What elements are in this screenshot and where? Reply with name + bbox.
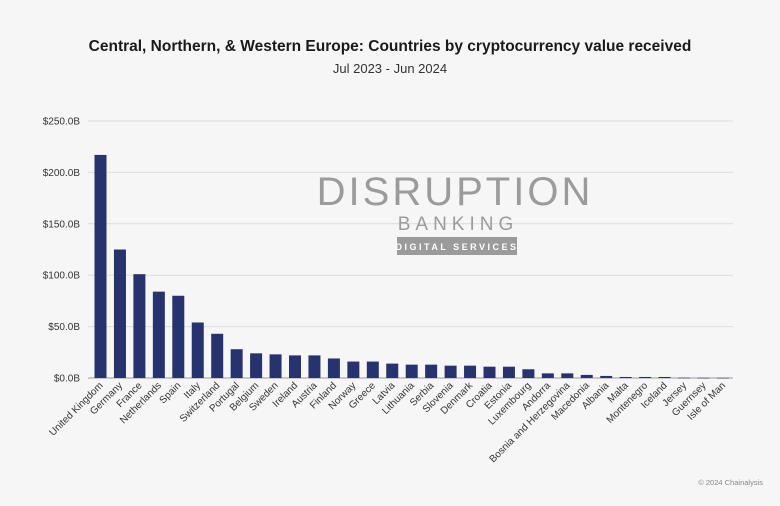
bar-serbia (425, 364, 438, 378)
bar-sweden (269, 354, 282, 378)
bar-finland (327, 358, 340, 378)
credit-text: © 2024 Chainalysis (698, 478, 763, 487)
y-tick-label: $100.0B (43, 271, 81, 282)
chart-subtitle: Jul 2023 - Jun 2024 (333, 61, 447, 76)
bar-greece (366, 361, 379, 378)
bar-france (133, 274, 146, 378)
bar-estonia (502, 366, 515, 378)
bar-luxembourg (522, 369, 535, 378)
bar-macedonia (580, 374, 593, 378)
y-tick-label: $0.0B (54, 374, 80, 385)
bar-italy (191, 322, 204, 378)
bar-belgium (250, 353, 263, 378)
bar-guernsey (697, 377, 710, 379)
bar-andorra (541, 373, 554, 378)
bar-switzerland (211, 333, 224, 378)
bar-ireland (289, 355, 301, 378)
bar-slovenia (444, 365, 457, 378)
y-tick-label: $250.0B (43, 117, 81, 128)
y-tick-label: $200.0B (43, 168, 81, 179)
bar-austria (308, 355, 321, 378)
bar-norway (347, 361, 360, 378)
bars (94, 154, 729, 379)
x-axis: United KingdomGermanyFranceNetherlandsSp… (48, 380, 728, 466)
watermark-logo: DISRUPTION BANKING DIGITAL SERVICES (317, 170, 594, 255)
bar-spain (172, 295, 185, 378)
bar-malta (619, 376, 632, 378)
bar-isle-of-man (716, 377, 729, 379)
bar-jersey (678, 377, 690, 379)
bar-united-kingdom (94, 154, 107, 378)
x-tick-label: Spain (158, 380, 184, 406)
watermark-brand-tag: DIGITAL SERVICES (395, 242, 518, 252)
watermark-brand-line1: DISRUPTION (317, 170, 594, 214)
watermark-brand-line2: BANKING (398, 214, 519, 235)
bar-netherlands (152, 291, 165, 378)
y-axis: $0.0B $50.0B $100.0B $150.0B $200.0B $250.0B (43, 117, 81, 385)
bar-lithuania (405, 364, 418, 378)
y-tick-label: $50.0B (48, 322, 80, 333)
bar-bosnia-and-herzegovina (561, 373, 574, 378)
y-tick-label: $150.0B (43, 219, 81, 230)
bar-iceland (658, 376, 671, 378)
bar-denmark (464, 365, 477, 378)
bar-germany (113, 249, 126, 378)
bar-albania (600, 375, 613, 378)
bar-latvia (386, 363, 399, 378)
bar-montenegro (639, 376, 652, 378)
bar-croatia (483, 366, 496, 378)
chart-title: Central, Northern, & Western Europe: Cou… (89, 38, 692, 55)
bar-portugal (230, 349, 243, 378)
watermark-tag-box (397, 237, 517, 255)
